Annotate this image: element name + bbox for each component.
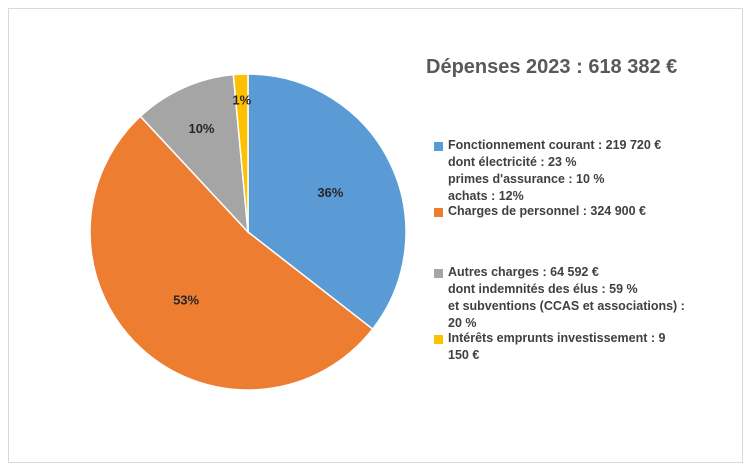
legend-line: et subventions (CCAS et associations) :: [434, 298, 734, 315]
legend-swatch: [434, 142, 443, 151]
chart-title: Dépenses 2023 : 618 382 €: [426, 56, 677, 79]
legend-line: 150 €: [434, 347, 734, 364]
legend-line: Charges de personnel : 324 900 €: [434, 203, 734, 220]
slice-label-3: 1%: [232, 92, 251, 107]
slice-label-0: 36%: [317, 185, 343, 200]
legend-line: Fonctionnement courant : 219 720 €: [434, 137, 734, 154]
legend-item-fonctionnement: Fonctionnement courant : 219 720 € dont …: [434, 137, 734, 205]
legend-item-interets: Intérêts emprunts investissement : 9 150…: [434, 330, 734, 364]
legend-swatch: [434, 208, 443, 217]
legend-swatch: [434, 335, 443, 344]
legend-swatch: [434, 269, 443, 278]
slice-label-2: 10%: [188, 121, 214, 136]
slice-label-1: 53%: [173, 293, 199, 308]
legend-line: Intérêts emprunts investissement : 9: [434, 330, 734, 347]
legend-line: primes d'assurance : 10 %: [434, 171, 734, 188]
legend-line: dont indemnités des élus : 59 %: [434, 281, 734, 298]
legend-line: Autres charges : 64 592 €: [434, 264, 734, 281]
legend-line: dont électricité : 23 %: [434, 154, 734, 171]
legend-item-personnel: Charges de personnel : 324 900 €: [434, 203, 734, 220]
legend-item-autres: Autres charges : 64 592 € dont indemnité…: [434, 264, 734, 332]
legend: Fonctionnement courant : 219 720 € dont …: [434, 137, 734, 368]
